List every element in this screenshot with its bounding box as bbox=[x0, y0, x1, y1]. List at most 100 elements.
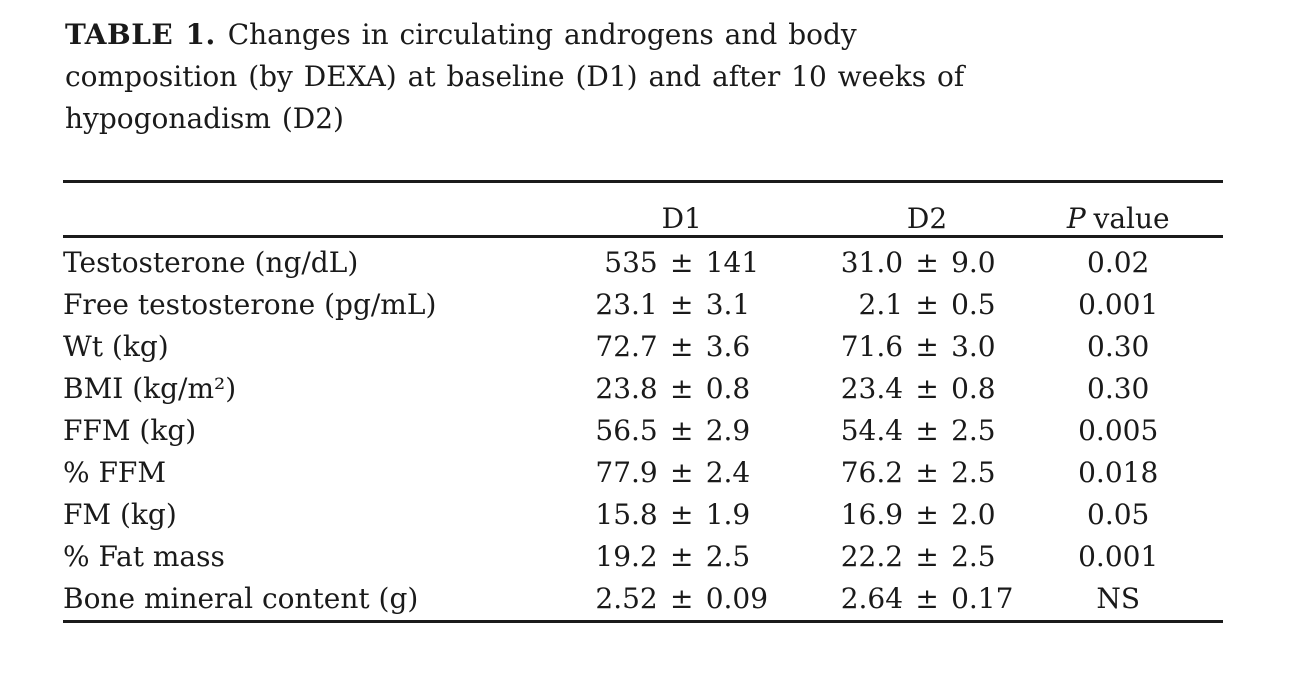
d2-value-cell: 31.0 ±9.0 bbox=[768, 238, 1013, 284]
value-sd: 2.4 bbox=[705, 456, 751, 489]
table-row: % Fat mass 19.2 ±2.5 22.2 ±2.5 0.001 bbox=[63, 536, 1223, 578]
d1-value-cell: 23.1 ±3.1 bbox=[508, 284, 768, 326]
p-value-cell: 0.005 bbox=[1078, 414, 1159, 447]
p-value-cell: 0.001 bbox=[1078, 288, 1159, 321]
value-mean: 54.4 bbox=[840, 414, 904, 447]
table-row: Testosterone (ng/dL) 535 ±141 31.0 ±9.0 0.… bbox=[63, 238, 1223, 284]
column-header-d2-label: D2 bbox=[906, 202, 948, 235]
d2-value-cell: 23.4 ±0.8 bbox=[768, 368, 1013, 410]
value-sd: 1.9 bbox=[705, 498, 751, 531]
value-mean: 72.7 bbox=[595, 330, 658, 363]
value-mean: 31.0 bbox=[840, 246, 904, 279]
p-value-cell: 0.018 bbox=[1078, 456, 1159, 489]
value-mean: 56.5 bbox=[595, 414, 658, 447]
d2-value-cell: 22.2 ±2.5 bbox=[768, 536, 1013, 578]
plus-minus-sign: ± bbox=[915, 540, 939, 573]
value-sd: 2.9 bbox=[705, 414, 751, 447]
table-row: Free testosterone (pg/mL) 23.1 ±3.1 2.1 ±0… bbox=[63, 284, 1223, 326]
value-mean: 15.8 bbox=[595, 498, 658, 531]
d1-value-cell: 535 ±141 bbox=[508, 238, 768, 284]
p-value-cell: 0.30 bbox=[1087, 372, 1150, 405]
d1-value-cell: 2.52 ±0.09 bbox=[508, 578, 768, 620]
p-symbol: P bbox=[1066, 202, 1086, 235]
table-caption-label: TABLE 1. bbox=[65, 18, 216, 51]
column-header-d1-label: D1 bbox=[661, 202, 702, 235]
plus-minus-sign: ± bbox=[669, 582, 694, 615]
p-value-cell: 0.05 bbox=[1087, 498, 1150, 531]
column-header-d1: D1 bbox=[507, 183, 769, 238]
row-label: BMI (kg/m²) bbox=[63, 372, 237, 405]
table-row: % FFM 77.9 ±2.4 76.2 ±2.5 0.018 bbox=[63, 452, 1223, 494]
d1-value-cell: 23.8 ±0.8 bbox=[508, 368, 768, 410]
d2-value-cell: 54.4 ±2.5 bbox=[768, 410, 1013, 452]
row-label: % FFM bbox=[63, 456, 167, 489]
value-sd: 2.0 bbox=[951, 498, 996, 531]
plus-minus-sign: ± bbox=[669, 456, 694, 489]
value-sd: 0.5 bbox=[951, 288, 996, 321]
plus-minus-sign: ± bbox=[669, 372, 694, 405]
value-mean: 76.2 bbox=[840, 456, 904, 489]
value-mean: 77.9 bbox=[595, 456, 658, 489]
value-sd: 2.5 bbox=[951, 414, 996, 447]
row-label: FFM (kg) bbox=[63, 414, 197, 447]
plus-minus-sign: ± bbox=[669, 540, 694, 573]
d2-value-cell: 71.6 ±3.0 bbox=[768, 326, 1013, 368]
value-sd: 2.5 bbox=[951, 540, 996, 573]
plus-minus-sign: ± bbox=[669, 414, 694, 447]
caption-line-1: Changes in circulating androgens and bod… bbox=[227, 18, 857, 51]
row-label: Free testosterone (pg/mL) bbox=[63, 288, 437, 321]
d1-value-cell: 15.8 ±1.9 bbox=[508, 494, 768, 536]
value-mean: 2.52 bbox=[595, 582, 658, 615]
value-sd: 0.8 bbox=[705, 372, 751, 405]
d1-value-cell: 77.9 ±2.4 bbox=[508, 452, 768, 494]
value-mean: 535 bbox=[604, 246, 658, 279]
value-sd: 0.17 bbox=[951, 582, 1014, 615]
value-sd: 9.0 bbox=[951, 246, 996, 279]
d2-value-cell: 2.64 ±0.17 bbox=[768, 578, 1014, 620]
value-mean: 19.2 bbox=[595, 540, 658, 573]
table-body: Testosterone (ng/dL) 535 ±141 31.0 ±9.0 0.… bbox=[63, 238, 1223, 620]
value-sd: 0.8 bbox=[951, 372, 996, 405]
value-sd: 3.6 bbox=[705, 330, 751, 363]
row-label: Bone mineral content (g) bbox=[63, 582, 419, 615]
value-mean: 23.8 bbox=[595, 372, 658, 405]
plus-minus-sign: ± bbox=[669, 498, 694, 531]
d1-value-cell: 56.5 ±2.9 bbox=[508, 410, 768, 452]
d2-value-cell: 2.1 ±0.5 bbox=[768, 284, 1013, 326]
d2-value-cell: 76.2 ±2.5 bbox=[768, 452, 1013, 494]
table-row: FM (kg) 15.8 ±1.9 16.9 ±2.0 0.05 bbox=[63, 494, 1223, 536]
p-value-cell: NS bbox=[1096, 582, 1141, 615]
value-mean: 2.1 bbox=[858, 288, 904, 321]
caption-line-3: hypogonadism (D2) bbox=[65, 102, 344, 135]
value-sd: 2.5 bbox=[951, 456, 996, 489]
value-mean: 16.9 bbox=[840, 498, 904, 531]
table-row: Bone mineral content (g) 2.52 ±0.09 2.64 ±… bbox=[63, 578, 1223, 620]
value-mean: 71.6 bbox=[840, 330, 904, 363]
column-header-empty bbox=[63, 183, 508, 238]
value-sd: 2.5 bbox=[705, 540, 751, 573]
value-sd: 141 bbox=[705, 246, 760, 279]
d1-value-cell: 19.2 ±2.5 bbox=[508, 536, 768, 578]
plus-minus-sign: ± bbox=[915, 414, 939, 447]
table-caption: TABLE 1. Changes in circulating androgens… bbox=[65, 14, 1235, 140]
value-mean: 22.2 bbox=[840, 540, 904, 573]
value-sd: 3.0 bbox=[951, 330, 996, 363]
caption-line-2: composition (by DEXA) at baseline (D1) a… bbox=[65, 60, 965, 93]
column-header-d2: D2 bbox=[768, 183, 1014, 238]
table-row: FFM (kg) 56.5 ±2.9 54.4 ±2.5 0.005 bbox=[63, 410, 1223, 452]
d1-value-cell: 72.7 ±3.6 bbox=[508, 326, 768, 368]
row-label: FM (kg) bbox=[63, 498, 177, 531]
row-label: % Fat mass bbox=[63, 540, 225, 573]
plus-minus-sign: ± bbox=[669, 246, 694, 279]
plus-minus-sign: ± bbox=[669, 288, 694, 321]
plus-minus-sign: ± bbox=[915, 456, 939, 489]
value-mean: 23.1 bbox=[595, 288, 658, 321]
plus-minus-sign: ± bbox=[915, 372, 939, 405]
value-mean: 2.64 bbox=[840, 582, 904, 615]
plus-minus-sign: ± bbox=[915, 330, 939, 363]
row-label: Testosterone (ng/dL) bbox=[63, 246, 359, 279]
